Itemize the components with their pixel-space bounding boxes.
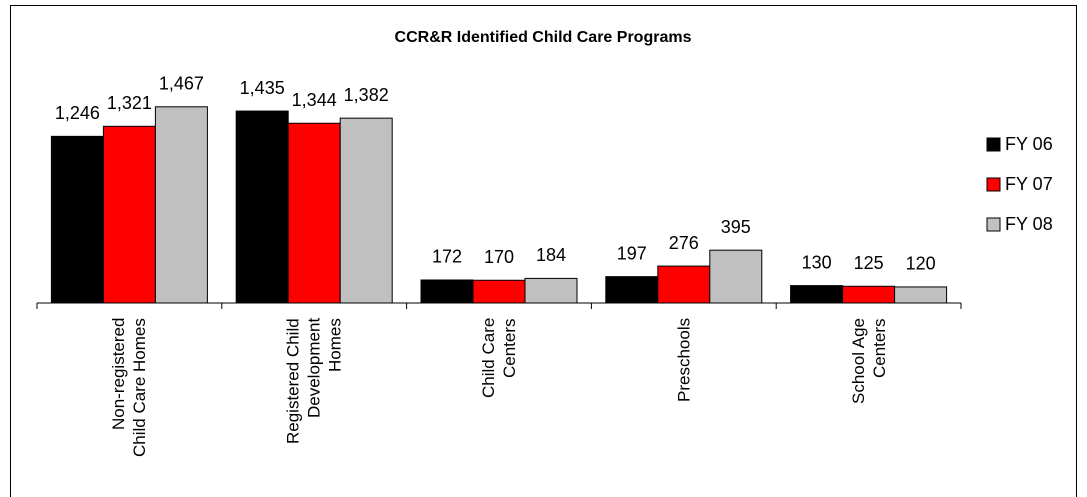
legend-swatch (986, 177, 1001, 192)
bar (472, 279, 526, 304)
legend-label: FY 06 (1005, 134, 1053, 154)
value-label: 197 (617, 243, 647, 263)
legend-label: FY 08 (1005, 214, 1053, 234)
x-tick-label: Preschools (674, 318, 694, 403)
bar (524, 277, 578, 304)
value-label: 120 (906, 254, 936, 274)
value-label: 1,382 (344, 85, 389, 105)
value-label: 130 (802, 252, 832, 272)
x-tick-label: Non-registered Child Care Homes (109, 318, 150, 457)
value-label: 1,321 (107, 93, 152, 113)
bar (420, 279, 474, 304)
value-label: 1,467 (159, 74, 204, 94)
bar (339, 117, 393, 304)
bar (102, 125, 156, 304)
value-label: 172 (432, 247, 462, 267)
x-tick-label: Registered Child Development Homes (283, 318, 345, 444)
value-label: 1,344 (292, 90, 337, 110)
bar (894, 286, 948, 304)
value-label: 170 (484, 247, 514, 267)
legend-label: FY 07 (1005, 174, 1053, 194)
bar (605, 276, 659, 304)
legend-swatch (986, 137, 1001, 152)
legend-swatch (986, 217, 1001, 232)
bar (154, 106, 208, 304)
bar (790, 285, 844, 304)
bar (709, 249, 763, 304)
x-tick-label: Child Care Centers (479, 318, 519, 399)
bar (287, 122, 341, 304)
value-label: 125 (854, 253, 884, 273)
bar (657, 265, 711, 304)
bar (842, 285, 896, 304)
x-tick-label: School Age Centers (848, 318, 889, 405)
chart-title: CCR&R Identified Child Care Programs (395, 29, 692, 46)
bar (50, 135, 104, 304)
value-label: 276 (669, 233, 699, 253)
value-label: 184 (536, 245, 566, 265)
value-label: 395 (721, 217, 751, 237)
value-label: 1,246 (55, 103, 100, 123)
value-label: 1,435 (240, 78, 285, 98)
bar (235, 110, 289, 304)
